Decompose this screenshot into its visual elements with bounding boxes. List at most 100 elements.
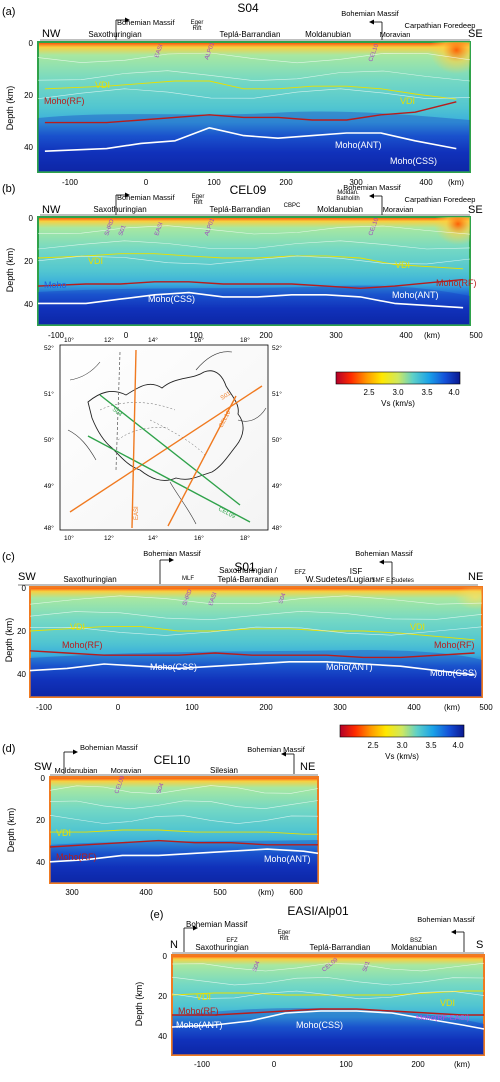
- panel-a-unit-3: Moravian: [380, 30, 411, 39]
- colorbar-bottom-tick-1: 3.0: [396, 741, 408, 750]
- panel-b-profile-0: SHRD: [104, 218, 116, 237]
- panel-b-ytick-2: 40: [24, 300, 33, 309]
- panel-c-unit-1: Saxothuringian /: [219, 566, 278, 575]
- panel-d-ytick-2: 40: [36, 858, 45, 867]
- panel-b-interface-vdi-1: VDI: [88, 256, 103, 266]
- panel-a-letter: (a): [2, 6, 15, 18]
- velocity-contour: [49, 785, 319, 795]
- panel-e-fault-efz: EFZ: [226, 938, 238, 944]
- panel-a-interface-vdi-2: VDI: [400, 96, 415, 106]
- map-lon-tick-0: 10°: [64, 336, 74, 344]
- panel-a-end-right: SE: [468, 28, 483, 40]
- panel-b-profile-1: S01: [118, 224, 128, 237]
- panel-d-xtick-0: 300: [65, 888, 79, 897]
- panel-e-easi-alp01: (e) EASI/Alp01 N S Bohemian Massif Bohem…: [134, 904, 485, 1069]
- panel-c-profile-1: EASI: [208, 591, 218, 606]
- panel-a-interface-moho-rf: Moho(RF): [44, 96, 85, 106]
- interface-line-moho-ant-: [38, 291, 464, 309]
- map-lon-tick-3: 16°: [194, 336, 204, 344]
- colorbar-bottom-tick-2: 3.5: [425, 741, 437, 750]
- panel-d-cel10: (d) CEL10 SW NE Bohemian Massif Bohemian…: [2, 743, 319, 897]
- panel-b-ylabel: Depth (km): [5, 248, 15, 293]
- map-lat-tick-1: 51°: [44, 390, 54, 398]
- velocity-contour: [171, 962, 485, 972]
- map-lon-tick-b0: 10°: [64, 534, 74, 542]
- panel-c-xtick-0: -100: [36, 703, 53, 712]
- panel-b-xtick-3: 200: [259, 331, 273, 340]
- panel-e-xtick-3: 200: [411, 1060, 425, 1069]
- velocity-contour: [49, 815, 319, 824]
- velocity-contour: [37, 225, 471, 235]
- map-lon-tick-b2: 14°: [148, 534, 158, 542]
- panel-b-unit-3: Moldanubian: [317, 205, 363, 214]
- panel-a-ytick-1: 20: [24, 91, 33, 100]
- panel-c-interface-moho-ant: Moho(ANT): [326, 662, 373, 672]
- panel-a-xtick-1: 0: [144, 178, 149, 187]
- panel-c-unit-4: E.Sudetes: [386, 578, 414, 584]
- panel-a-rift-1: Eger: [191, 20, 204, 26]
- panel-e-title: EASI/Alp01: [287, 904, 349, 918]
- map-lat-tick-r2: 50°: [272, 436, 282, 444]
- panel-b-xtick-6: 500: [469, 331, 483, 340]
- panel-a-massif-right: Bohemian Massif: [341, 9, 399, 18]
- panel-b-unit-2: CBPC: [284, 203, 301, 209]
- panel-d-title: CEL10: [154, 753, 191, 767]
- panel-b-interface-moho: Moho: [44, 280, 67, 290]
- colorbar-top-tick-1: 3.0: [392, 388, 404, 397]
- panel-c-s01: (c) S01 SW NE Bohemian Massif Bohemian M…: [2, 549, 493, 712]
- panel-e-ytick-2: 40: [158, 1032, 167, 1041]
- velocity-contour: [37, 70, 471, 82]
- panel-e-interface-vdi-1: VDI: [196, 992, 211, 1002]
- map-lat-tick-r1: 51°: [272, 390, 282, 398]
- map-label-s04: S04: [111, 407, 124, 419]
- interface-line-moho-rf-: [44, 101, 457, 124]
- panel-b-xtick-1: 0: [124, 331, 129, 340]
- interface-line-vdi: [171, 990, 484, 996]
- panel-c-xunit: (km): [444, 703, 460, 712]
- panel-e-interface-moho-css: Moho(CSS): [296, 1020, 343, 1030]
- interface-line-moho-rf-: [37, 278, 464, 289]
- panel-c-unit-3: W.Sudetes/Lugian: [306, 574, 375, 584]
- velocity-contour: [37, 255, 471, 265]
- panel-e-unit-1: Teplá-Barrandian: [310, 943, 371, 952]
- panel-d-letter: (d): [2, 743, 15, 755]
- panel-d-interface-moho-ant: Moho(ANT): [264, 854, 311, 864]
- map-lon-tick-b1: 12°: [104, 534, 114, 542]
- panel-c-fault-isf: ISF: [350, 567, 363, 576]
- map-borders: [67, 351, 267, 525]
- panel-e-interfaces: [171, 962, 485, 1030]
- panel-a-ytick-0: 0: [29, 39, 34, 48]
- panel-d-end-left: SW: [34, 761, 52, 773]
- panel-d-xtick-3: 600: [289, 888, 303, 897]
- map-tectonic-boundaries: [99, 402, 206, 456]
- panel-c-interfaces: [29, 595, 483, 676]
- interface-line-moho-ant-: [44, 127, 457, 152]
- panel-c-letter: (c): [2, 551, 15, 563]
- panel-b-interface-moho-css: Moho(CSS): [148, 294, 195, 304]
- panel-e-interface-vdi-2: VDI: [440, 998, 455, 1008]
- panel-c-massif-right: Bohemian Massif: [355, 549, 413, 558]
- panel-b-xunit: (km): [424, 331, 440, 340]
- panel-b-batholith-1: Moldan.: [337, 190, 359, 196]
- panel-c-xtick-4: 300: [333, 703, 347, 712]
- panel-c-massif-left: Bohemian Massif: [143, 549, 201, 558]
- panel-e-interface-moho-rf: Moho(RF): [178, 1006, 219, 1016]
- interface-line-moho-ant-: [29, 660, 475, 676]
- panel-a-massif-left: Bohemian Massif: [117, 18, 175, 27]
- map-lon-tick-2: 14°: [148, 336, 158, 344]
- panel-e-massif-right: Bohemian Massif: [417, 915, 475, 924]
- panel-c-interface-vdi-1: VDI: [70, 622, 85, 632]
- panel-b-massif-left: Bohemian Massif: [117, 193, 175, 202]
- panel-e-xtick-0: -100: [194, 1060, 211, 1069]
- panel-d-unit-1: Moravian: [111, 766, 142, 775]
- interface-line-moho-ant-: [171, 1010, 485, 1030]
- panel-c-interface-moho-rf-2: Moho(RF): [434, 640, 475, 650]
- interface-line-moho-ant-: [49, 848, 319, 863]
- velocity-contour: [37, 88, 471, 100]
- map-label-easi: EASI: [134, 506, 140, 520]
- panel-d-interface-moho-rf: Moho(RF): [56, 852, 97, 862]
- panel-e-ylabel: Depth (km): [134, 982, 144, 1027]
- panel-c-fault-smf: SMF: [372, 578, 385, 584]
- map-lon-tick-b3: 16°: [194, 534, 204, 542]
- panel-d-ylabel: Depth (km): [6, 808, 16, 853]
